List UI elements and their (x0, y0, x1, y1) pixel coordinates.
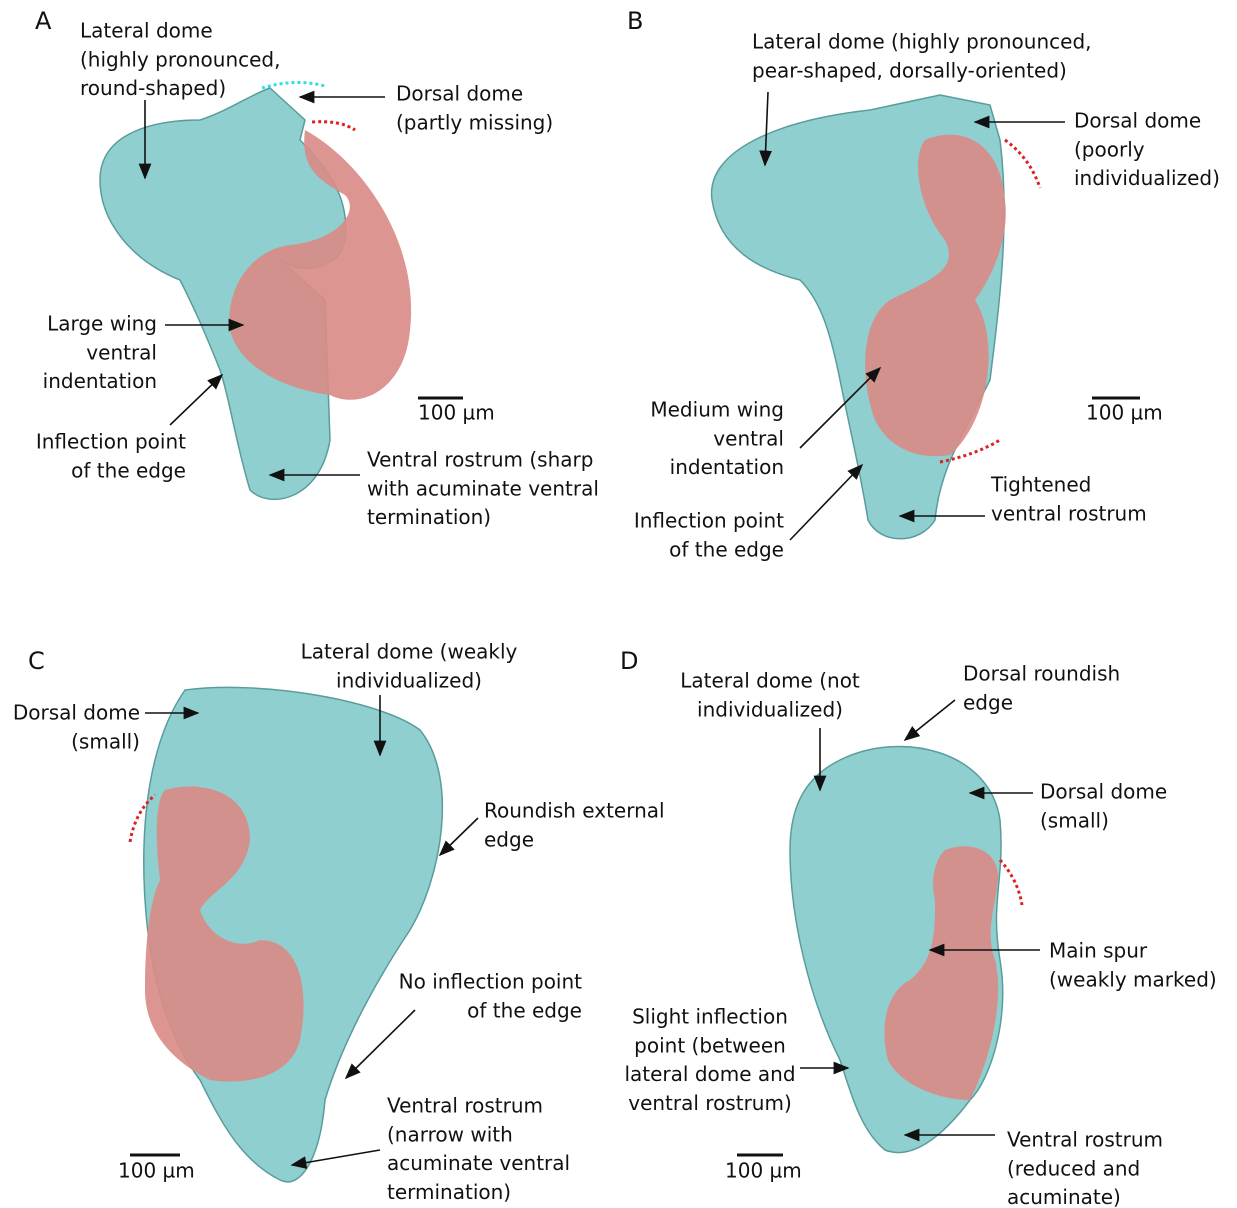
annotation: Ventral rostrum (387, 1094, 543, 1118)
annotation: (partly missing) (396, 110, 553, 134)
annotation: Inflection point (634, 509, 784, 533)
panel-label: D (620, 647, 638, 675)
annotation: Tightened (990, 473, 1091, 497)
annotation: Dorsal dome (396, 82, 523, 106)
annotation: Dorsal dome (1074, 109, 1201, 133)
annotation: Dorsal roundish (963, 662, 1120, 686)
panel-label: B (627, 7, 643, 35)
scale-label: 100 µm (118, 1159, 195, 1183)
annotation: termination) (367, 505, 491, 529)
scale-label: 100 µm (725, 1159, 802, 1183)
annotation: of the edge (467, 998, 582, 1022)
annotation: individualized) (697, 697, 843, 721)
scale-label: 100 µm (1086, 401, 1163, 425)
annotation: of the edge (71, 458, 186, 482)
specimen-c (128, 686, 479, 1183)
annotation: of the edge (669, 537, 784, 561)
annotation: round-shaped) (80, 76, 226, 100)
annotation: (poorly (1074, 137, 1145, 161)
annotation: Dorsal dome (13, 701, 140, 725)
annotation: (small) (1040, 808, 1109, 832)
annotation: Large wing (47, 312, 157, 336)
annotation: Ventral rostrum (sharp (367, 448, 593, 472)
specimen-d (737, 699, 1040, 1157)
annotation: edge (484, 827, 534, 851)
annotation: acuminate) (1007, 1185, 1121, 1208)
annotation: Lateral dome (not (680, 669, 860, 693)
annotation: ventral rostrum) (628, 1091, 792, 1115)
panel-label: C (28, 647, 45, 675)
annotation: ventral rostrum (991, 501, 1147, 525)
specimen-a (99, 80, 463, 501)
specimen-b (710, 91, 1140, 541)
annotation: indentation (670, 455, 784, 479)
annotation: Inflection point (36, 430, 186, 454)
annotation: lateral dome and (624, 1062, 795, 1086)
annotation: (narrow with (387, 1122, 513, 1146)
annotation: Main spur (1049, 939, 1148, 963)
annotation: individualized) (1074, 166, 1220, 190)
annotation: Medium wing (650, 398, 784, 422)
annotation: Lateral dome (highly pronounced, (752, 30, 1092, 54)
annotation: individualized) (336, 668, 482, 692)
annotation: pear-shaped, dorsally-oriented) (752, 58, 1067, 82)
annotation: acuminate ventral (387, 1151, 570, 1175)
annotation: (weakly marked) (1049, 967, 1217, 991)
annotation: (highly pronounced, (80, 47, 281, 71)
panel-label: A (35, 7, 52, 35)
annotation: No inflection point (399, 970, 583, 994)
annotation: (reduced and (1007, 1156, 1140, 1180)
annotation: indentation (43, 369, 157, 393)
annotation: with acuminate ventral (367, 476, 599, 500)
annotation: Slight inflection (632, 1005, 788, 1029)
annotation: Roundish external (484, 799, 665, 823)
annotation: Lateral dome (weakly (301, 640, 518, 664)
annotation: (small) (71, 729, 140, 753)
annotation: Dorsal dome (1040, 780, 1167, 804)
annotation: Ventral rostrum (1007, 1128, 1163, 1152)
annotation: Lateral dome (80, 19, 213, 43)
annotation: point (between (634, 1033, 786, 1057)
annotation: ventral (713, 426, 784, 450)
annotation: edge (963, 690, 1013, 714)
annotation: termination) (387, 1180, 511, 1204)
annotation: ventral (86, 340, 157, 364)
scale-label: 100 µm (418, 401, 495, 425)
